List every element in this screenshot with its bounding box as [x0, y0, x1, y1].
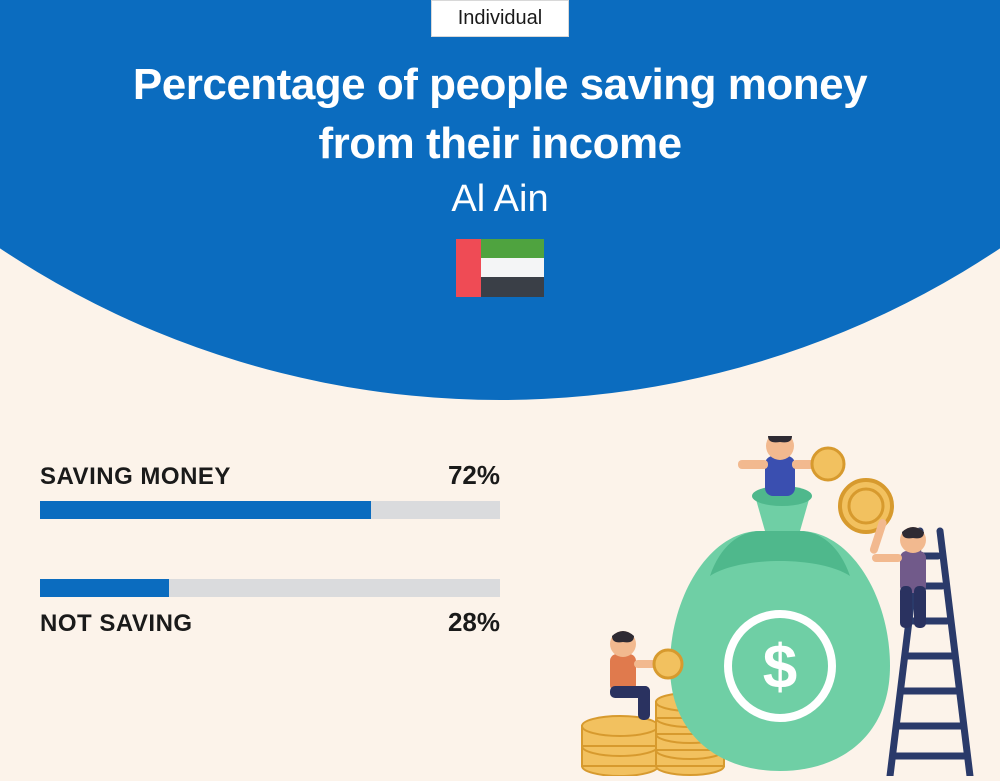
- flag-stripe-white: [481, 258, 544, 277]
- category-badge: Individual: [431, 0, 570, 37]
- bar-value: 72%: [448, 460, 500, 491]
- bar-label: NOT SAVING: [40, 610, 193, 638]
- svg-text:$: $: [763, 633, 797, 702]
- bar-fill: [40, 579, 169, 597]
- bar-labels: NOT SAVING 28%: [40, 607, 500, 638]
- flag-stripe-green: [481, 239, 544, 258]
- page-title: Percentage of people saving money from t…: [0, 55, 1000, 174]
- location-subtitle: Al Ain: [0, 178, 1000, 221]
- uae-flag-icon: [456, 239, 544, 297]
- bar-track: [40, 579, 500, 597]
- title-line-1: Percentage of people saving money: [133, 60, 867, 109]
- bar-value: 28%: [448, 607, 500, 638]
- savings-svg: $: [560, 436, 980, 776]
- bar-fill: [40, 501, 371, 519]
- bar-labels: SAVING MONEY 72%: [40, 460, 500, 491]
- person-top-icon: [738, 436, 844, 496]
- bar-row-saving: SAVING MONEY 72%: [40, 460, 500, 519]
- savings-illustration: $: [560, 436, 980, 776]
- bars-chart: SAVING MONEY 72% NOT SAVING 28%: [40, 460, 500, 698]
- flag-stripe-black: [481, 277, 544, 296]
- bar-label: SAVING MONEY: [40, 463, 231, 491]
- title-line-2: from their income: [318, 119, 681, 168]
- bar-row-not-saving: NOT SAVING 28%: [40, 579, 500, 638]
- flag-bar-red: [456, 239, 481, 297]
- coin-stack-icon: [582, 716, 658, 776]
- bar-track: [40, 501, 500, 519]
- header: Individual Percentage of people saving m…: [0, 0, 1000, 302]
